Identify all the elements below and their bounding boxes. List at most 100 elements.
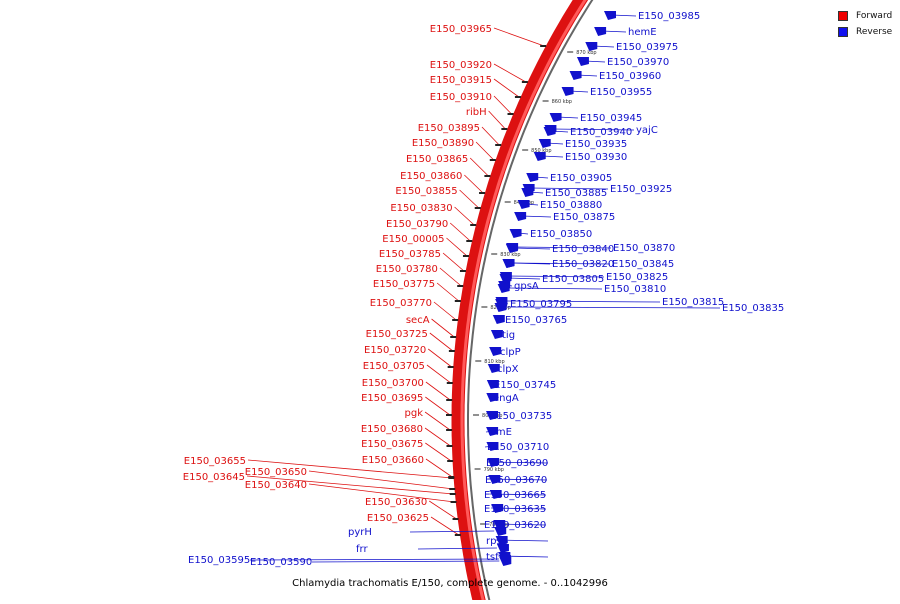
reverse-gene-label: E150_03710 [487,442,549,453]
forward-gene-mark [495,144,502,146]
legend: Forward Reverse [838,8,892,40]
scale-tick-label: 790 kbp [484,467,504,473]
forward-gene-leader [488,110,506,130]
forward-gene-leader [442,252,465,272]
forward-gene-leader [459,189,479,209]
reverse-gene-leader [514,246,612,249]
forward-gene-label: E150_03855 [395,186,457,197]
reverse-gene-mark [499,272,512,281]
reverse-swatch [838,27,848,37]
reverse-gene-mark [576,57,589,66]
forward-gene-label: E150_03920 [430,60,492,71]
reverse-gene-label: E150_03745 [494,380,556,391]
scale-tick-label: 850 kbp [531,148,551,154]
reverse-gene-leader [522,215,552,218]
legend-label-forward: Forward [856,11,893,21]
forward-gene-label: E150_03780 [376,264,438,275]
reverse-gene-label: E150_03765 [505,315,567,326]
reverse-gene-label: E150_03670 [485,475,547,486]
reverse-gene-mark [494,527,507,536]
reverse-gene-leader [505,287,603,290]
forward-gene-label: E150_03645 [183,472,245,483]
forward-gene-label: E150_03675 [361,439,423,450]
forward-gene-leader [493,78,520,98]
reverse-gene-label: E150_03940 [570,127,632,138]
forward-gene-label: E150_03655 [184,456,246,467]
forward-gene-label: E150_03680 [361,424,423,435]
forward-gene-leader [425,381,451,401]
reverse-gene-mark [533,152,546,161]
forward-gene-leader [425,458,453,478]
forward-gene-mark [452,319,459,321]
forward-gene-leader [425,396,451,416]
reverse-gene-leader [409,530,495,533]
forward-gene-mark [450,501,457,503]
forward-gene-mark [447,460,454,462]
reverse-gene-label: E150_03870 [613,243,675,254]
forward-gene-leader [426,364,452,384]
forward-gene-leader [449,222,471,242]
legend-item-forward: Forward [838,8,892,24]
forward-gene-mark [452,518,459,520]
reverse-gene-label: trmE [488,427,512,438]
reverse-gene-label: E150_03935 [565,139,627,150]
reverse-gene-leader [507,277,541,280]
reverse-gene-mark [509,229,522,238]
forward-gene-label: E150_03640 [245,480,307,491]
reverse-gene-label: frr [356,544,368,555]
forward-gene-label: E150_03965 [430,24,492,35]
reverse-gene-label: E150_03975 [616,42,678,53]
legend-item-reverse: Reverse [838,24,892,40]
reverse-gene-mark [489,490,502,499]
reverse-gene-mark [495,536,508,545]
reverse-gene-label: E150_03945 [580,113,642,124]
reverse-gene-label: clpP [500,347,521,358]
forward-gene-mark [449,488,456,490]
forward-gene-leader [424,427,451,447]
reverse-gene-mark [594,27,607,36]
forward-gene-mark [454,534,461,536]
reverse-gene-label: E150_03820 [552,259,614,270]
forward-gene-mark [466,240,473,242]
scale-tick-label: 870 kbp [576,50,596,56]
forward-gene-label: pgk [405,408,424,419]
genome-caption: Chlamydia trachomatis E/150, complete ge… [292,578,608,589]
reverse-gene-label: E150_03880 [540,200,602,211]
forward-gene-leader [469,157,489,177]
reverse-gene-label: E150_03735 [490,411,552,422]
forward-strand-highlight [460,0,587,604]
reverse-gene-label: tig [502,330,515,341]
forward-gene-leader [430,516,460,536]
reverse-gene-mark [491,504,504,513]
reverse-gene-leader [513,247,551,250]
forward-gene-leader [481,126,500,146]
reverse-gene-mark [569,71,582,80]
reverse-gene-mark [486,393,499,402]
forward-gene-label: E150_03695 [361,393,423,404]
forward-gene-leader [247,459,453,479]
forward-swatch [838,11,848,21]
forward-gene-mark [462,255,469,257]
forward-gene-mark [521,81,528,83]
forward-gene-leader [436,282,460,302]
forward-gene-mark [489,159,496,161]
forward-gene-label: E150_03785 [379,249,441,260]
reverse-gene-label: E150_03985 [638,11,700,22]
reverse-gene-leader [530,187,609,190]
forward-gene-mark [484,175,491,177]
reverse-gene-mark [502,259,515,268]
forward-gene-mark [450,336,457,338]
reverse-gene-leader [503,300,661,303]
reverse-gene-mark [498,281,511,290]
reverse-gene-label: tsf [486,552,499,563]
legend-label-reverse: Reverse [856,27,893,37]
reverse-gene-mark [487,458,500,467]
forward-gene-label: E150_03660 [362,455,424,466]
reverse-gene-label: E150_03810 [604,284,666,295]
reverse-gene-mark [489,347,502,356]
scale-tick-label: 860 kbp [552,99,572,105]
forward-gene-label: E150_03725 [366,329,428,340]
reverse-gene-label: E150_03850 [530,229,592,240]
forward-gene-leader [493,27,545,47]
reverse-gene-mark [561,87,574,96]
